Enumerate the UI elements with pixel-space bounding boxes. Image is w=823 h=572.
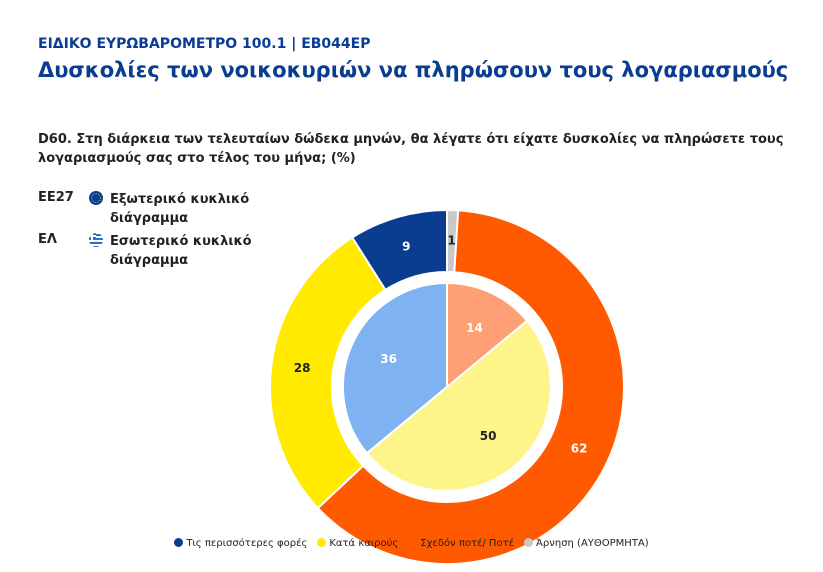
question: D60. Στη διάρκεια των τελευταίων δώδεκα … [38,132,784,166]
ring-key: ΕΕ27 Εξωτερικό κυκλικό διάγραμμα [38,190,260,228]
ring-name: ΕΛ [38,232,57,247]
segment [316,209,625,565]
legend-swatch [408,538,418,547]
segment [350,208,448,292]
legend-item: Σχεδόν ποτέ/ Ποτέ [408,538,514,549]
data-label: 14 [466,321,483,335]
ring-name: ΕΕ27 [38,190,74,205]
legend-item: Τις περισσότερες φορές [174,538,307,549]
legend-label: Τις περισσότερες φορές [186,538,308,549]
data-label: 36 [380,352,397,366]
eu-icon [89,191,103,205]
legend-label: Σχεδόν ποτέ/ Ποτέ [420,538,514,549]
data-label: 50 [480,429,497,443]
segment [365,319,552,492]
header: ΕΙΔΙΚΟ ΕΥΡΩΒΑΡΟΜΕΤΡΟ 100.1 | EB044EP [38,36,371,52]
legend-swatch [524,538,533,547]
ring-desc: Εξωτερικό κυκλικό διάγραμμα [110,192,250,226]
ring-key: ΕΛ Εσωτερικό κυκλικό διάγραμμα [38,232,260,270]
legend-item: Κατά καιρούς [317,538,398,549]
chart-title: Δυσκολίες των νοικοκυριών να πληρώσουν τ… [38,58,789,82]
data-label: 62 [571,442,588,456]
data-label: 9 [402,239,410,253]
data-label: 28 [294,361,311,375]
data-label: 1 [447,234,455,248]
legend-swatch [317,538,327,547]
ring-gap [335,275,559,499]
segment [342,281,448,455]
legend-label: Άρνηση (ΑΥΘΟΡΜΗΤΑ) [536,538,649,549]
legend-label: Κατά καιρούς [329,538,399,549]
segment [269,236,387,510]
segment [446,281,529,390]
legend-item: Άρνηση (ΑΥΘΟΡΜΗΤΑ) [524,538,649,549]
legend: Τις περισσότερες φορές Κατά καιρούς Σχεδόν… [0,538,823,549]
ring-desc: Εσωτερικό κυκλικό διάγραμμα [110,234,252,268]
gr-icon [89,233,103,247]
legend-swatch [174,538,184,547]
segment [446,208,460,274]
